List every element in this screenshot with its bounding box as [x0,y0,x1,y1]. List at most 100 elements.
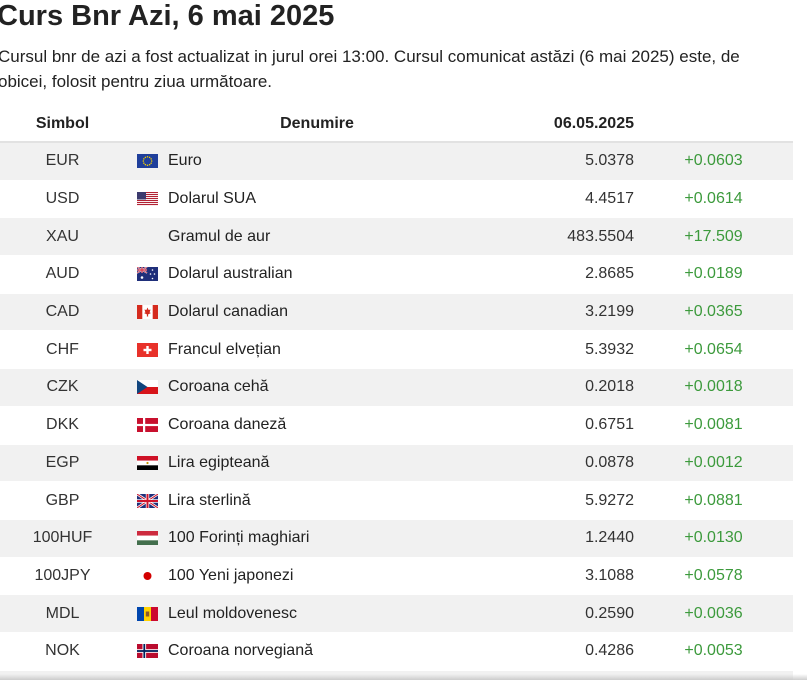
scroll-edge-shadow [0,674,807,680]
currency-name[interactable]: Gramul de aur [168,227,271,245]
table-row: DKK Coroana daneză 0.6751 +0.0081 [0,406,793,445]
exchange-rates-table: Simbol Denumire 06.05.2025 EUR Euro 5.0378… [0,106,793,680]
currency-name-cell: Euro [125,142,509,181]
currency-name[interactable]: Lira egipteană [168,453,270,471]
exchange-rate-value: 5.3932 [509,330,634,370]
jp-flag-icon [137,568,158,583]
rate-change-value: +0.0053 [634,632,793,671]
currency-name[interactable]: Euro [168,152,202,170]
table-row: CAD Dolarul canadian 3.2199 +0.0365 [0,293,793,332]
table-row: 100JPY 100 Yeni japonezi 3.1088 +0.0578 [0,557,793,596]
header-change [634,106,793,143]
au-flag-icon [137,267,158,282]
currency-name[interactable]: Francul elvețian [168,340,281,358]
table-row: 100HUF 100 Forinți maghiari 1.2440 +0.0130 [0,519,793,558]
currency-name[interactable]: Coroana daneză [168,416,287,434]
currency-symbol: CAD [0,293,125,332]
dk-flag-icon [137,418,158,433]
table-row: USD Dolarul SUA 4.4517 +0.0614 [0,180,793,219]
currency-name-wrap: Francul elvețian [125,341,509,359]
currency-symbol: CHF [0,330,125,370]
table-row: AUD Dolarul australian 2.8685 +0.0189 [0,255,793,294]
currency-name-wrap: Lira egipteană [125,454,509,472]
currency-name[interactable]: Coroana norvegiană [168,642,313,660]
currency-name-cell: Lira sterlină [125,481,509,520]
currency-symbol: 100JPY [0,557,125,596]
eg-flag-icon [137,455,158,470]
currency-name-wrap: Dolarul SUA [125,190,509,208]
table-row: CHF Francul elvețian 5.3932 +0.0654 [0,330,793,370]
currency-symbol: XAU [0,217,125,257]
exchange-rate-value: 0.2018 [509,368,634,407]
exchange-rate-value: 3.2199 [509,293,634,332]
eu-flag-icon [137,154,158,169]
currency-name-wrap: Dolarul canadian [125,303,509,321]
table-header-row: Simbol Denumire 06.05.2025 [0,106,793,143]
exchange-rate-value: 5.0378 [509,142,634,181]
exchange-rate-value: 1.2440 [509,519,634,558]
currency-name-cell: Coroana daneză [125,406,509,445]
exchange-rate-value: 5.9272 [509,481,634,520]
ca-flag-icon [137,305,158,320]
exchange-rate-value: 0.2590 [509,594,634,633]
currency-name-cell: Coroana cehă [125,368,509,407]
table-row: XAU Gramul de aur 483.5504 +17.509 [0,217,793,257]
currency-name-wrap: Euro [125,152,509,170]
currency-name-cell: Leul moldovenesc [125,594,509,633]
currency-name[interactable]: 100 Forinți maghiari [168,529,310,547]
currency-symbol: AUD [0,255,125,294]
currency-name-wrap: Coroana daneză [125,416,509,434]
currency-name-cell: Dolarul australian [125,255,509,294]
currency-name-cell: Lira egipteană [125,444,509,483]
currency-name-wrap: Lira sterlină [125,492,509,510]
currency-name-cell: Francul elvețian [125,330,509,370]
currency-name[interactable]: Dolarul SUA [168,190,257,208]
currency-name[interactable]: Dolarul australian [168,265,293,283]
table-row: EUR Euro 5.0378 +0.0603 [0,142,793,181]
exchange-rate-value: 3.1088 [509,557,634,596]
cz-flag-icon [137,380,158,395]
page-title: Curs Bnr Azi, 6 mai 2025 [0,0,335,32]
rate-change-value: +0.0365 [634,293,793,332]
no-flag-icon [137,644,158,659]
exchange-rate-value: 4.4517 [509,180,634,219]
currency-symbol: DKK [0,406,125,445]
rate-change-value: +0.0081 [634,406,793,445]
currency-name[interactable]: Leul moldovenesc [168,604,297,622]
empty-flag-slot [137,230,158,244]
rate-change-value: +0.0012 [634,444,793,483]
currency-name[interactable]: Lira sterlină [168,491,251,509]
us-flag-icon [137,192,158,207]
intro-text: Cursul bnr de azi a fost actualizat in j… [0,47,740,91]
currency-symbol: EGP [0,444,125,483]
currency-name-wrap: 100 Yeni japonezi [125,567,509,585]
header-name[interactable]: Denumire [125,106,509,143]
table-row: NOK Coroana norvegiană 0.4286 +0.0053 [0,632,793,671]
ch-flag-icon [137,342,158,357]
currency-name-cell: Gramul de aur [125,217,509,257]
currency-name-wrap: Gramul de aur [125,228,509,246]
currency-symbol: GBP [0,481,125,520]
currency-name-cell: Dolarul canadian [125,293,509,332]
exchange-rate-value: 2.8685 [509,255,634,294]
currency-name-wrap: Dolarul australian [125,265,509,283]
currency-name[interactable]: 100 Yeni japonezi [168,566,294,584]
currency-name-cell: 100 Forinți maghiari [125,519,509,558]
header-symbol[interactable]: Simbol [0,106,125,143]
currency-name[interactable]: Coroana cehă [168,378,269,396]
rate-change-value: +0.0036 [634,594,793,633]
rate-change-value: +0.0189 [634,255,793,294]
table-row: CZK Coroana cehă 0.2018 +0.0018 [0,368,793,407]
header-date[interactable]: 06.05.2025 [509,106,634,143]
rate-change-value: +0.0881 [634,481,793,520]
currency-name[interactable]: Dolarul canadian [168,303,289,321]
currency-symbol: CZK [0,368,125,407]
exchange-rate-value: 0.6751 [509,406,634,445]
exchange-rate-value: 0.4286 [509,632,634,671]
rate-change-value: +0.0614 [634,180,793,219]
currency-name-wrap: Coroana cehă [125,378,509,396]
md-flag-icon [137,606,158,621]
rate-change-value: +0.0018 [634,368,793,407]
currency-name-wrap: 100 Forinți maghiari [125,529,509,547]
